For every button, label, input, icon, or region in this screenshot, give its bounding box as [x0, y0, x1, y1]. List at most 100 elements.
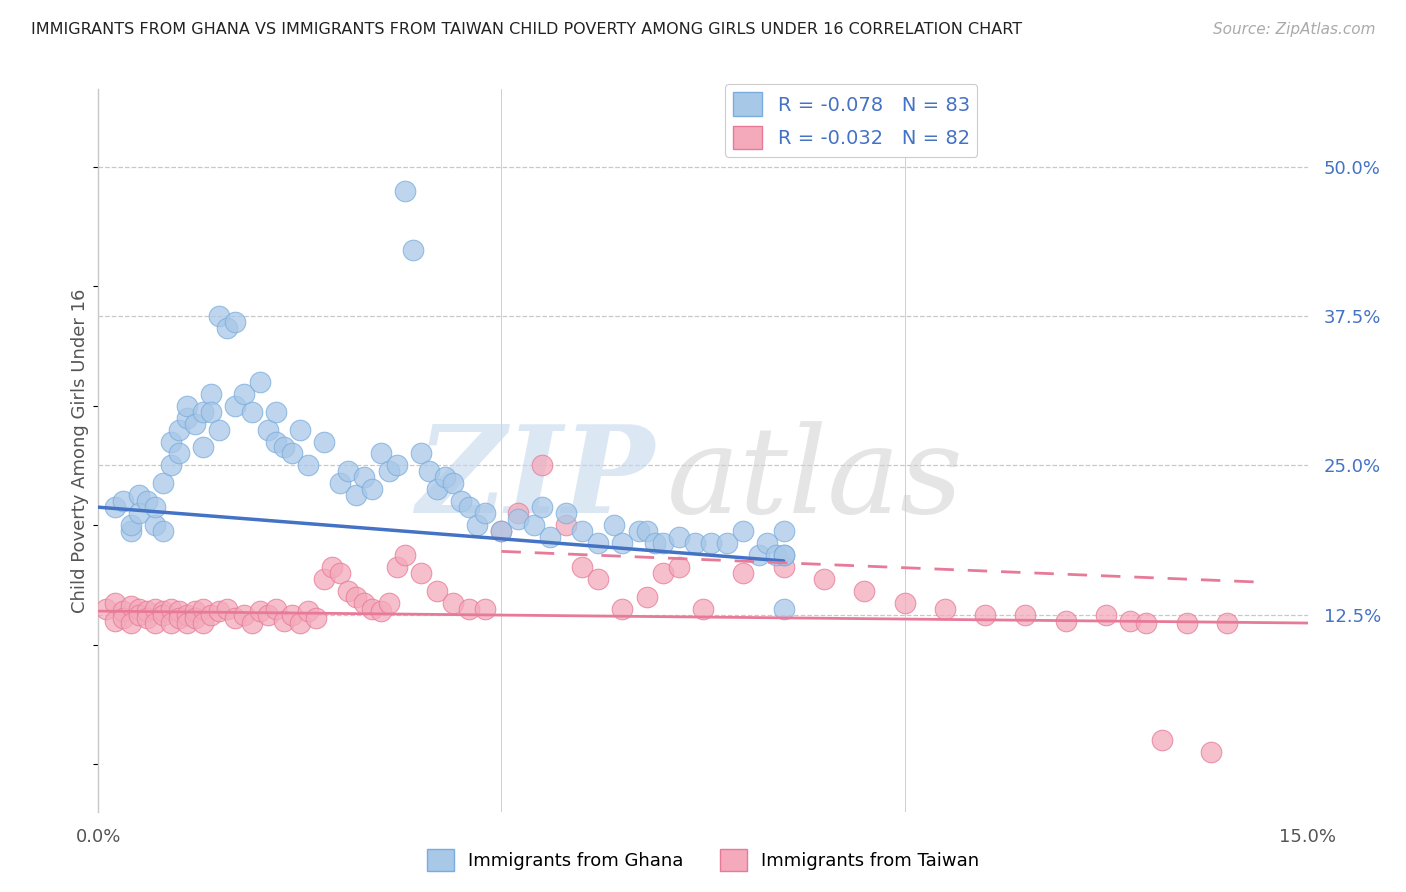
Point — [224, 399, 246, 413]
Point — [934, 601, 956, 615]
Point — [716, 536, 738, 550]
Point — [249, 375, 271, 389]
Point — [450, 494, 472, 508]
Point — [586, 572, 609, 586]
Point — [176, 607, 198, 622]
Point — [152, 524, 174, 538]
Point — [96, 601, 118, 615]
Point — [370, 446, 392, 460]
Point — [160, 434, 183, 449]
Point — [474, 601, 496, 615]
Point — [434, 470, 457, 484]
Point — [288, 423, 311, 437]
Point — [232, 386, 254, 401]
Point — [167, 446, 190, 460]
Point — [668, 560, 690, 574]
Point — [353, 470, 375, 484]
Point — [636, 590, 658, 604]
Point — [111, 604, 134, 618]
Point — [765, 548, 787, 562]
Point — [135, 604, 157, 618]
Point — [458, 500, 481, 515]
Point — [756, 536, 779, 550]
Point — [394, 184, 416, 198]
Point — [458, 601, 481, 615]
Point — [344, 488, 367, 502]
Point — [103, 596, 125, 610]
Point — [135, 611, 157, 625]
Point — [651, 566, 673, 580]
Point — [441, 596, 464, 610]
Point — [152, 604, 174, 618]
Point — [1175, 615, 1198, 630]
Point — [394, 548, 416, 562]
Text: IMMIGRANTS FROM GHANA VS IMMIGRANTS FROM TAIWAN CHILD POVERTY AMONG GIRLS UNDER : IMMIGRANTS FROM GHANA VS IMMIGRANTS FROM… — [31, 22, 1022, 37]
Point — [733, 566, 755, 580]
Text: Source: ZipAtlas.com: Source: ZipAtlas.com — [1212, 22, 1375, 37]
Point — [193, 404, 215, 418]
Text: ZIP: ZIP — [416, 420, 655, 539]
Point — [409, 446, 432, 460]
Point — [256, 423, 278, 437]
Point — [224, 611, 246, 625]
Point — [377, 596, 399, 610]
Point — [167, 423, 190, 437]
Point — [344, 590, 367, 604]
Point — [152, 607, 174, 622]
Point — [297, 604, 319, 618]
Point — [1119, 614, 1142, 628]
Point — [232, 607, 254, 622]
Point — [893, 596, 915, 610]
Point — [329, 566, 352, 580]
Point — [337, 583, 360, 598]
Point — [160, 601, 183, 615]
Point — [176, 615, 198, 630]
Point — [128, 601, 150, 615]
Point — [143, 518, 166, 533]
Point — [256, 607, 278, 622]
Point — [586, 536, 609, 550]
Point — [1135, 615, 1157, 630]
Point — [160, 458, 183, 473]
Point — [217, 601, 239, 615]
Point — [224, 315, 246, 329]
Point — [184, 611, 207, 625]
Point — [264, 404, 287, 418]
Point — [491, 524, 513, 538]
Point — [208, 423, 231, 437]
Point — [264, 601, 287, 615]
Point — [184, 604, 207, 618]
Point — [772, 524, 794, 538]
Point — [143, 601, 166, 615]
Point — [143, 500, 166, 515]
Point — [555, 518, 578, 533]
Point — [1054, 614, 1077, 628]
Point — [1014, 607, 1036, 622]
Point — [329, 476, 352, 491]
Point — [571, 560, 593, 574]
Point — [603, 518, 626, 533]
Point — [465, 518, 488, 533]
Point — [441, 476, 464, 491]
Point — [288, 615, 311, 630]
Point — [314, 434, 336, 449]
Point — [772, 548, 794, 562]
Point — [426, 483, 449, 497]
Point — [385, 458, 408, 473]
Point — [538, 530, 561, 544]
Point — [668, 530, 690, 544]
Legend: Immigrants from Ghana, Immigrants from Taiwan: Immigrants from Ghana, Immigrants from T… — [419, 842, 987, 879]
Point — [264, 434, 287, 449]
Point — [530, 500, 553, 515]
Point — [240, 404, 263, 418]
Point — [636, 524, 658, 538]
Point — [128, 607, 150, 622]
Point — [612, 601, 634, 615]
Point — [200, 386, 222, 401]
Point — [176, 399, 198, 413]
Point — [651, 536, 673, 550]
Point — [612, 536, 634, 550]
Point — [314, 572, 336, 586]
Point — [1095, 607, 1118, 622]
Point — [474, 506, 496, 520]
